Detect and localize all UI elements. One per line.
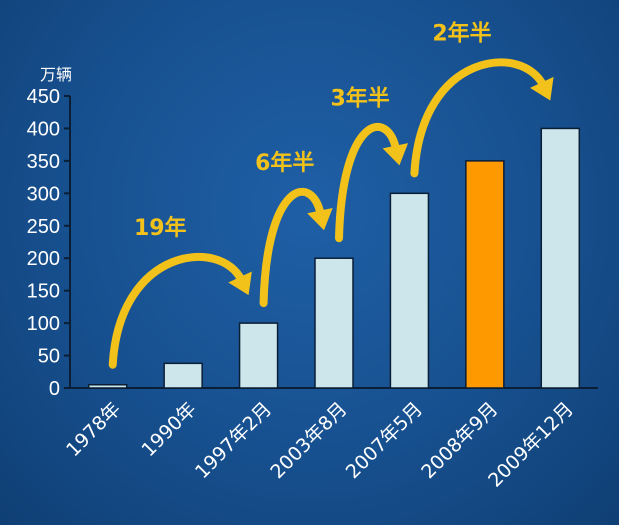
- y-tick-label: 350: [27, 151, 60, 173]
- bar: [238, 322, 279, 389]
- y-tick-labels: 0 50 100 150 200 250 300 350 400 450: [27, 86, 60, 400]
- y-tick-label: 200: [27, 248, 60, 270]
- y-tick-label: 300: [27, 183, 60, 205]
- x-tick-label: 1997年2月: [191, 398, 276, 483]
- growth-arrowhead: [382, 143, 409, 166]
- growth-arrowhead: [228, 271, 252, 296]
- growth-arrows: 19年 6年半 3年半 2年半: [108, 20, 554, 369]
- growth-annotation-label: 2年半: [432, 20, 491, 46]
- y-tick-label: 0: [49, 378, 60, 400]
- y-axis-unit-label: 万辆: [40, 65, 72, 84]
- growth-arrow: [410, 58, 548, 178]
- growth-arrowhead: [307, 207, 333, 231]
- bar: [389, 192, 430, 389]
- bar: [465, 160, 505, 389]
- y-tick-label: 150: [27, 281, 60, 303]
- bar: [314, 257, 354, 389]
- x-tick-label: 2007年5月: [342, 398, 427, 483]
- y-tick-label: 450: [27, 86, 60, 108]
- growth-annotation-label: 3年半: [330, 85, 389, 111]
- growth-arrow: [259, 187, 325, 308]
- y-tick-label: 100: [27, 313, 60, 335]
- growth-annotation-label: 19年: [134, 215, 187, 241]
- growth-arrow: [335, 122, 401, 243]
- x-tick-label: 1990年: [137, 398, 200, 461]
- x-tick-label: 1978年: [62, 398, 125, 461]
- bars: [87, 127, 581, 389]
- growth-arrowhead: [530, 76, 554, 101]
- y-tick-label: 400: [27, 118, 60, 140]
- bar: [540, 127, 581, 389]
- x-tick-labels: 1978年 1990年1997年2月2003年8月2007年5月2008年9月20…: [62, 398, 578, 492]
- y-tick-label: 250: [27, 216, 60, 238]
- growth-annotation-label: 6年半: [255, 150, 314, 176]
- growth-arrow: [108, 252, 246, 369]
- y-tick-label: 50: [38, 346, 60, 368]
- bar: [87, 384, 128, 389]
- bar: [163, 362, 203, 389]
- x-tick-label: 2003年8月: [266, 398, 351, 483]
